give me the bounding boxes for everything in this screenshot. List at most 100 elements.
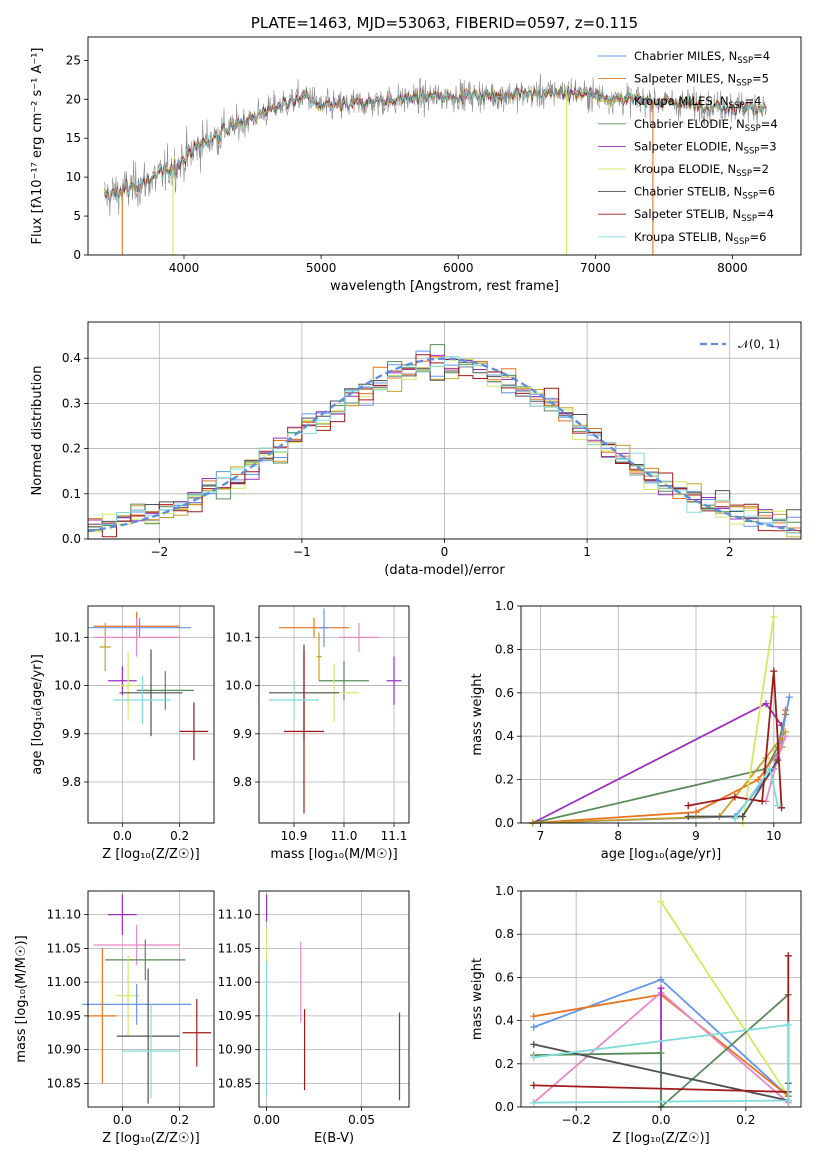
legend-entry: Salpeter STELIB, NSSP=4 (634, 207, 774, 224)
x-tick-label: 0.0 (113, 1113, 132, 1127)
y-tick-label: 0.0 (495, 1100, 514, 1114)
errorbar-point (316, 632, 322, 681)
weight-point-marker (530, 1023, 538, 1031)
weight-point-marker (684, 812, 692, 820)
weight-point-marker (770, 667, 778, 675)
weight-series-line (532, 710, 787, 824)
weight-point-marker (739, 812, 747, 820)
legend-subscript: SSP (734, 237, 750, 247)
y-tick-label: 10.85 (218, 1076, 252, 1090)
y-tick-label: 9.9 (62, 727, 81, 741)
y-tick-label: 10.90 (218, 1043, 252, 1057)
legend-subscript: SSP (729, 101, 745, 111)
x-tick-label: 7000 (580, 261, 611, 275)
weight-point-marker (758, 797, 766, 805)
legend-label: Salpeter MILES, N (634, 72, 736, 86)
legend-entry: Kroupa ELODIE, NSSP=2 (634, 162, 769, 179)
normal-distribution-curve (87, 357, 802, 533)
weight-point-marker (692, 808, 700, 816)
errorbar-point (136, 671, 194, 710)
errorbar-point (116, 955, 140, 1037)
weight-point-marker (530, 1053, 538, 1061)
weight-point-marker (784, 1097, 792, 1105)
legend-subscript: SSP (745, 124, 761, 134)
errorbar-point (99, 622, 111, 672)
legend-entry: Chabrier MILES, NSSP=4 (634, 49, 770, 66)
legend-entry: Chabrier ELODIE, NSSP=4 (634, 117, 778, 134)
x-tick-label: −1 (293, 545, 311, 559)
y-tick-label: 9.8 (233, 775, 252, 789)
y-tick-label: 10.95 (218, 1009, 252, 1023)
panel-mass_vs_ebv: 0.00 0.05 10.85 10.90 10.95 11.00 11.05 11.10 E(… (218, 890, 410, 1146)
y-axis-label: mass [log₁₀(M/M☉)] (14, 935, 29, 1062)
weight-point-marker (770, 613, 778, 621)
y-tick-label: 0.1 (62, 487, 81, 501)
y-axis-label: Normed distribution (30, 366, 45, 496)
legend-subscript: SSP (744, 146, 760, 156)
x-axis-label: mass [log₁₀(M/M☉)] (270, 847, 397, 862)
axes-frame (258, 605, 410, 824)
errorbar-point (182, 999, 212, 1067)
errorbar-point (116, 968, 180, 1104)
y-tick-label: 11.00 (218, 975, 252, 989)
residual-histogram-step (88, 356, 801, 534)
spectrum-lines (104, 73, 767, 255)
x-tick-label: 0.2 (170, 829, 189, 843)
panel-residuals: −2 −1 0 1 2 0.0 0.1 0.2 0.3 0.4 𝒩(0, 1) (data-model… (30, 321, 802, 578)
legend-entry: Chabrier STELIB, NSSP=6 (634, 185, 775, 202)
x-tick-label: 10.9 (281, 829, 308, 843)
y-tick-label: 20 (66, 92, 81, 106)
panel-spectrum: 4000 5000 6000 7000 8000 0 5 10 15 20 25 PLATE=1463… (30, 14, 802, 294)
axes-frame (520, 890, 802, 1108)
legend-suffix: =6 (758, 185, 775, 199)
legend-suffix: =4 (744, 94, 761, 108)
weight-point-marker (774, 756, 782, 764)
weight-point-marker (774, 802, 782, 810)
y-tick-label: 0.4 (62, 351, 81, 365)
errorbar-point (319, 608, 329, 647)
weight-point-marker (530, 1081, 538, 1089)
axes-frame (87, 605, 215, 824)
axes-frame (87, 36, 802, 256)
y-tick-label: 5 (73, 209, 81, 223)
y-tick-label: 0.6 (495, 970, 514, 984)
errorbar-point (279, 618, 349, 638)
errorbar-point (113, 675, 172, 725)
axes-frame (258, 890, 410, 1108)
y-tick-label: 11.10 (47, 908, 81, 922)
legend-suffix: =4 (761, 117, 778, 131)
errorbar-point (386, 656, 402, 705)
x-axis-label: (data-model)/error (384, 563, 505, 578)
weight-point-marker (785, 693, 793, 701)
y-tick-label: 25 (66, 53, 81, 67)
weight-point-marker (530, 1099, 538, 1107)
legend-label: Kroupa STELIB, N (634, 230, 734, 244)
errorbar-point (88, 948, 117, 1084)
y-tick-label: 15 (66, 131, 81, 145)
y-tick-label: 0.8 (495, 642, 514, 656)
legend-entry: Salpeter MILES, NSSP=5 (634, 72, 769, 89)
y-tick-label: 10.95 (47, 1009, 81, 1023)
y-axis-label: Flux [fλ10⁻¹⁷ erg cm⁻² s⁻¹ A⁻¹] (30, 48, 45, 245)
errorbar-point (105, 939, 186, 981)
x-tick-label: 8 (614, 829, 622, 843)
x-tick-label: 0.2 (736, 1113, 755, 1127)
weight-point-marker (778, 804, 786, 812)
errorbar-point (269, 680, 319, 720)
x-tick-label: 8000 (717, 261, 748, 275)
errorbar-point (122, 1003, 180, 1099)
legend-subscript: SSP (742, 192, 758, 202)
y-tick-label: 0.0 (495, 816, 514, 830)
panel-mass_vs_Z: 0.0 0.2 10.85 10.90 10.95 11.00 11.05 11.10 Z [l… (14, 890, 215, 1146)
legend-suffix: =4 (753, 49, 770, 63)
x-axis-label: Z [log₁₀(Z/Z☉)] (612, 1131, 709, 1146)
errorbar-point (88, 618, 192, 638)
errorbar-point (284, 649, 324, 814)
axes-frame (87, 890, 215, 1108)
weight-point-marker (530, 1040, 538, 1048)
y-tick-label: 0.2 (495, 773, 514, 787)
legend-suffix: =3 (760, 139, 777, 153)
y-tick-label: 10.85 (47, 1076, 81, 1090)
y-tick-label: 0.3 (62, 396, 81, 410)
